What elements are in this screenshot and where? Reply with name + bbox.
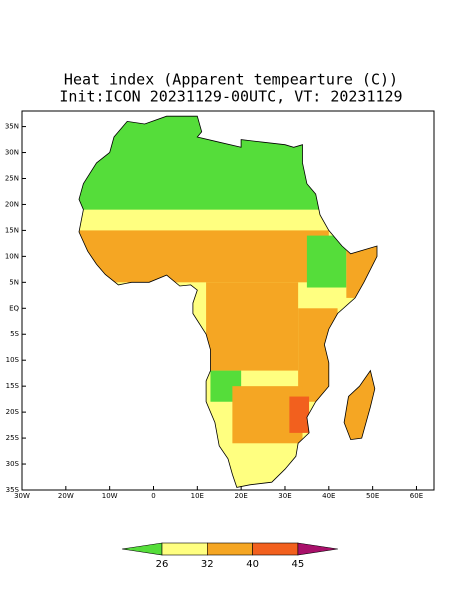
x-tick-label: 10E	[191, 492, 204, 500]
y-tick-label: 25S	[6, 434, 20, 442]
colorbar-high	[297, 542, 338, 556]
zone-sahel	[79, 230, 329, 283]
colorbar-label: 40	[246, 559, 259, 570]
zone-mozambique	[289, 396, 310, 433]
subtitle: Init:ICON 20231129-00UTC, VT: 20231129	[59, 88, 402, 106]
y-tick-label: 5S	[10, 330, 19, 338]
x-tick-label: 10W	[102, 492, 118, 500]
colorbar-label: 45	[292, 559, 305, 570]
zone-ethiopia	[306, 235, 347, 288]
y-tick-label: 20N	[5, 200, 19, 208]
y-tick-label: 20S	[6, 408, 20, 416]
colorbar-label: 32	[201, 559, 214, 570]
x-tick-label: 30W	[14, 492, 30, 500]
title: Heat index (Apparent tempearture (C))	[64, 71, 398, 89]
colorbar-segment	[207, 542, 253, 556]
y-tick-label: 30N	[5, 149, 19, 157]
y-tick-label: 15N	[5, 226, 19, 234]
x-tick-label: 20E	[234, 492, 247, 500]
x-tick-label: 50E	[366, 492, 379, 500]
y-tick-label: 10N	[5, 252, 19, 260]
colorbar-low	[121, 542, 163, 556]
colorbar-segment	[252, 542, 299, 556]
y-tick-label: 5N	[9, 278, 19, 286]
colorbar: 26 32 40 45	[121, 542, 338, 570]
zone-central	[206, 282, 299, 371]
y-tick-label: 10S	[6, 356, 20, 364]
y-tick-label: 25N	[5, 174, 19, 182]
y-tick-label: 35N	[5, 123, 19, 131]
x-tick-label: 60E	[410, 492, 423, 500]
coastline	[78, 115, 378, 488]
x-tick-label: 0	[151, 492, 155, 500]
colorbar-label: 26	[156, 559, 169, 570]
y-tick-label: EQ	[9, 304, 19, 312]
y-tick-label: 15S	[6, 382, 20, 390]
x-tick-label: 40E	[322, 492, 335, 500]
x-tick-label: 30E	[278, 492, 291, 500]
x-tick-label: 20W	[58, 492, 74, 500]
colorbar-segment	[161, 542, 208, 556]
y-tick-label: 30S	[6, 460, 20, 468]
y-tick-label: 35S	[6, 486, 20, 494]
